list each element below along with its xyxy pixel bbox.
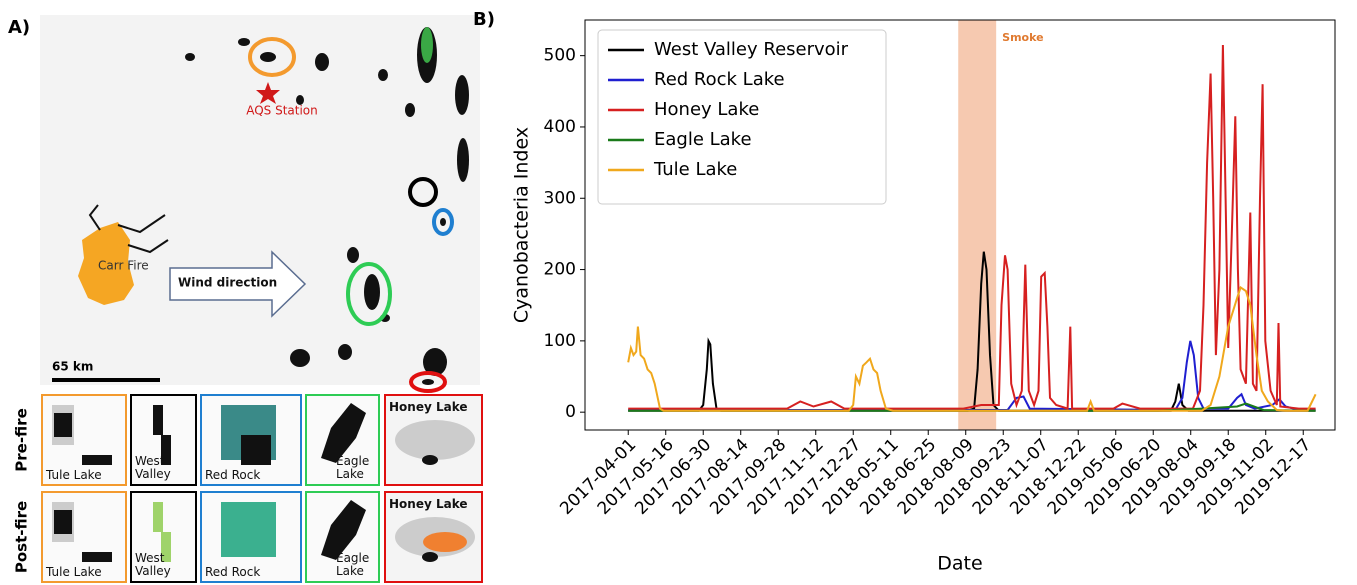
thumbnail-label: Honey Lake: [389, 401, 478, 414]
thumbnail-label: Eagle Lake: [336, 455, 380, 481]
lake-pixels: [422, 552, 438, 562]
y-tick-label: 300: [544, 188, 576, 208]
y-tick-label: 100: [544, 331, 576, 351]
fire-label: Carr Fire: [98, 259, 149, 273]
y-tick-label: 200: [544, 260, 576, 280]
thumbnail-label: Honey Lake: [389, 498, 478, 511]
y-tick-label: 500: [544, 46, 576, 66]
panel-label: A): [8, 17, 30, 38]
thumbnail-label: West Valley: [135, 455, 179, 481]
panel-label: B): [473, 9, 495, 30]
lake-pixels: [54, 413, 72, 437]
lake-pixels: [82, 552, 112, 562]
smoke-label: Smoke: [1002, 31, 1043, 44]
lake-shape: [395, 420, 475, 460]
wind-label: Wind direction: [178, 276, 277, 290]
row-label: Post-fire: [13, 501, 31, 573]
legend-label: Eagle Lake: [654, 129, 752, 150]
lake-pixels: [422, 455, 438, 465]
thumbnail-label: Eagle Lake: [336, 552, 380, 578]
legend-label: Red Rock Lake: [654, 69, 785, 90]
y-tick-label: 0: [565, 402, 576, 422]
y-tick-label: 400: [544, 117, 576, 137]
lake-bloom: [421, 27, 433, 63]
thumbnail-label: West Valley: [135, 552, 179, 578]
station-label: AQS Station: [246, 104, 318, 118]
thumbnail-label: Tule Lake: [46, 566, 122, 579]
thumbnail-label: Red Rock: [205, 566, 297, 579]
x-axis-label: Date: [937, 553, 982, 575]
lake-pixels: [221, 502, 276, 557]
thumbnails: Pre-fire Post-fire: [13, 395, 483, 582]
row-label: Pre-fire: [13, 408, 31, 471]
figure: AQS Station Carr Fire Wind direction 65 …: [0, 0, 1357, 585]
lake-pixels: [54, 510, 72, 534]
legend-label: Tule Lake: [653, 159, 737, 180]
scale-label: 65 km: [52, 360, 93, 374]
legend-label: West Valley Reservoir: [654, 39, 849, 60]
lake-pixels: [241, 435, 271, 465]
lake-pixels: [82, 455, 112, 465]
lake-bloom: [423, 532, 467, 552]
y-axis-label: Cyanobacteria Index: [511, 127, 533, 323]
figure-canvas: AQS Station Carr Fire Wind direction 65 …: [0, 0, 1357, 585]
thumbnail-label: Red Rock: [205, 469, 297, 482]
thumbnail-label: Tule Lake: [46, 469, 122, 482]
legend-label: Honey Lake: [654, 99, 759, 120]
